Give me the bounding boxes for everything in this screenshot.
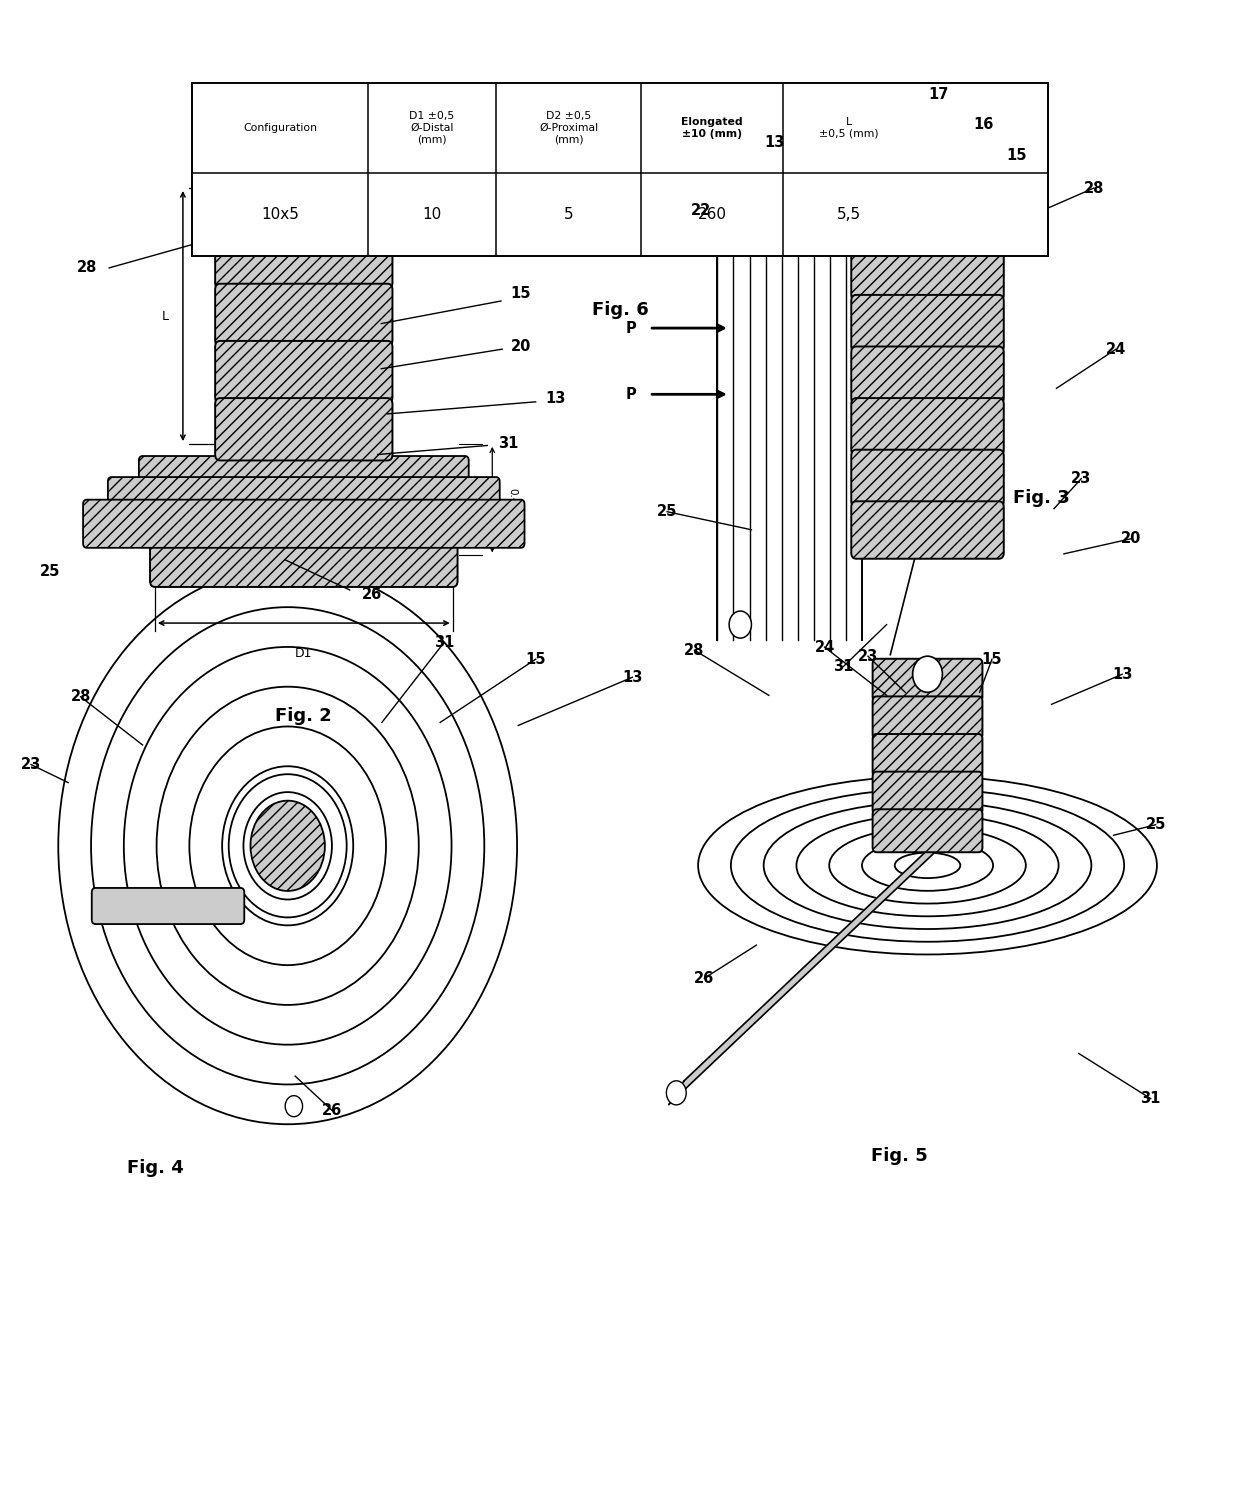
Text: P: P <box>625 321 636 336</box>
Text: 25: 25 <box>1146 817 1166 832</box>
Text: 15: 15 <box>982 652 1002 667</box>
Text: 28: 28 <box>71 689 91 704</box>
Text: D2: D2 <box>295 111 312 125</box>
Circle shape <box>285 1096 303 1117</box>
Text: 13: 13 <box>622 670 642 685</box>
Text: 260: 260 <box>697 206 727 221</box>
FancyBboxPatch shape <box>873 734 982 777</box>
Text: 31: 31 <box>434 635 454 650</box>
Text: 5,5: 5,5 <box>837 206 861 221</box>
FancyBboxPatch shape <box>873 697 982 739</box>
FancyBboxPatch shape <box>139 456 469 501</box>
Text: 25: 25 <box>40 564 60 579</box>
Text: P: P <box>625 387 636 402</box>
Text: Fig. 5: Fig. 5 <box>870 1147 928 1165</box>
Text: D1: D1 <box>295 647 312 661</box>
Text: 28: 28 <box>1084 181 1104 196</box>
Text: 0.48: 0.48 <box>507 488 517 512</box>
FancyBboxPatch shape <box>851 244 1004 301</box>
Circle shape <box>913 656 942 692</box>
Text: 31: 31 <box>1141 1091 1161 1106</box>
Text: 13: 13 <box>546 391 565 406</box>
FancyBboxPatch shape <box>873 772 982 814</box>
Text: 23: 23 <box>858 649 878 664</box>
Text: 15: 15 <box>1007 147 1027 163</box>
Text: 31: 31 <box>833 659 853 674</box>
FancyBboxPatch shape <box>216 170 392 232</box>
Circle shape <box>729 611 751 638</box>
Text: 5: 5 <box>564 206 573 221</box>
Text: Fig. 4: Fig. 4 <box>126 1159 184 1177</box>
Text: 10x5: 10x5 <box>260 206 299 221</box>
Text: 24: 24 <box>1106 342 1126 357</box>
Circle shape <box>666 1081 686 1105</box>
Text: 17: 17 <box>929 87 949 102</box>
FancyBboxPatch shape <box>216 342 392 403</box>
FancyBboxPatch shape <box>851 501 1004 558</box>
FancyBboxPatch shape <box>851 450 1004 507</box>
Text: 13: 13 <box>1112 667 1132 682</box>
Bar <box>192 83 1048 256</box>
Text: 20: 20 <box>511 339 531 354</box>
Text: Fig. 2: Fig. 2 <box>275 707 332 725</box>
FancyBboxPatch shape <box>851 295 1004 352</box>
Text: 28: 28 <box>77 260 97 275</box>
Text: 23: 23 <box>21 757 41 772</box>
Text: 16: 16 <box>973 117 993 132</box>
FancyBboxPatch shape <box>83 500 525 548</box>
Text: 24: 24 <box>815 640 835 655</box>
Text: 20: 20 <box>1121 531 1141 546</box>
Text: Configuration: Configuration <box>243 123 317 132</box>
Text: Fig. 3: Fig. 3 <box>1013 489 1070 507</box>
FancyBboxPatch shape <box>108 477 500 525</box>
Text: 13: 13 <box>765 135 785 150</box>
Text: 28: 28 <box>684 643 704 658</box>
Text: Elongated
±10 (mm): Elongated ±10 (mm) <box>681 117 743 138</box>
FancyBboxPatch shape <box>216 284 392 346</box>
Text: 22: 22 <box>691 203 711 218</box>
FancyBboxPatch shape <box>873 659 982 701</box>
Text: 31: 31 <box>498 436 518 452</box>
Text: 25: 25 <box>657 504 677 519</box>
Text: 26: 26 <box>322 1103 342 1118</box>
Text: 15: 15 <box>526 652 546 667</box>
FancyBboxPatch shape <box>851 399 1004 456</box>
Text: 26: 26 <box>362 587 382 602</box>
Text: 26: 26 <box>694 971 714 986</box>
FancyBboxPatch shape <box>150 542 458 587</box>
Text: 23: 23 <box>1071 471 1091 486</box>
Text: D2 ±0,5
Ø-Proximal
(mm): D2 ±0,5 Ø-Proximal (mm) <box>539 111 598 144</box>
FancyBboxPatch shape <box>851 346 1004 403</box>
Polygon shape <box>668 822 957 1105</box>
Circle shape <box>250 801 325 891</box>
Text: L
±0,5 (mm): L ±0,5 (mm) <box>820 117 879 138</box>
FancyBboxPatch shape <box>851 191 1004 250</box>
Text: 15: 15 <box>511 286 531 301</box>
FancyBboxPatch shape <box>92 888 244 924</box>
Text: Fig. 6: Fig. 6 <box>591 301 649 319</box>
FancyBboxPatch shape <box>216 399 392 461</box>
Text: 10: 10 <box>422 206 441 221</box>
FancyBboxPatch shape <box>873 810 982 852</box>
Text: D1 ±0,5
Ø-Distal
(mm): D1 ±0,5 Ø-Distal (mm) <box>409 111 454 144</box>
Text: L: L <box>162 310 169 322</box>
FancyBboxPatch shape <box>216 227 392 289</box>
